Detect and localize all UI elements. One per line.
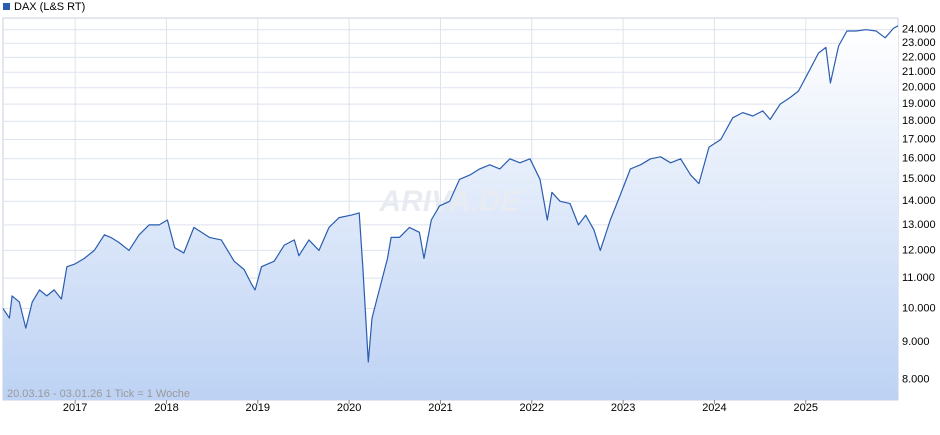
x-tick-label: 2017 [63, 402, 87, 414]
y-tick-label: 24.000 [902, 24, 936, 36]
x-tick-label: 2022 [520, 402, 544, 414]
y-tick-label: 9.000 [902, 336, 930, 348]
y-tick-label: 20.000 [902, 82, 936, 94]
y-tick-label: 23.000 [902, 37, 936, 49]
y-tick-label: 10.000 [902, 302, 936, 314]
y-tick-label: 22.000 [902, 51, 936, 63]
x-tick-label: 2023 [611, 402, 635, 414]
labels: 8.000 9.000 10.000 11.000 12.000 13.000 14.000… [63, 24, 936, 414]
legend-label: DAX (L&S RT) [14, 1, 85, 13]
x-tick-label: 2021 [428, 402, 452, 414]
y-tick-label: 11.000 [902, 272, 935, 284]
x-tick-label: 2024 [702, 402, 726, 414]
x-tick-label: 2020 [337, 402, 361, 414]
y-tick-label: 19.000 [902, 98, 936, 110]
y-tick-label: 17.000 [902, 133, 936, 145]
area-layer [3, 25, 898, 401]
legend-swatch [3, 3, 10, 10]
y-tick-label: 15.000 [902, 173, 936, 185]
marks [2, 25, 899, 363]
y-tick-label: 13.000 [902, 219, 936, 231]
footer-note: 20.03.16 - 03.01.26 1 Tick = 1 Woche [7, 388, 190, 400]
y-tick-label: 18.000 [902, 115, 936, 127]
x-tick-label: 2025 [794, 402, 818, 414]
x-tick-label: 2018 [154, 402, 178, 414]
y-tick-label: 16.000 [902, 153, 936, 165]
area [3, 25, 898, 401]
price-line [2, 25, 899, 363]
x-tick-label: 2019 [246, 402, 270, 414]
y-tick-label: 12.000 [902, 244, 936, 256]
y-tick-label: 8.000 [902, 373, 930, 385]
y-tick-label: 14.000 [902, 195, 936, 207]
y-tick-label: 21.000 [902, 66, 936, 78]
